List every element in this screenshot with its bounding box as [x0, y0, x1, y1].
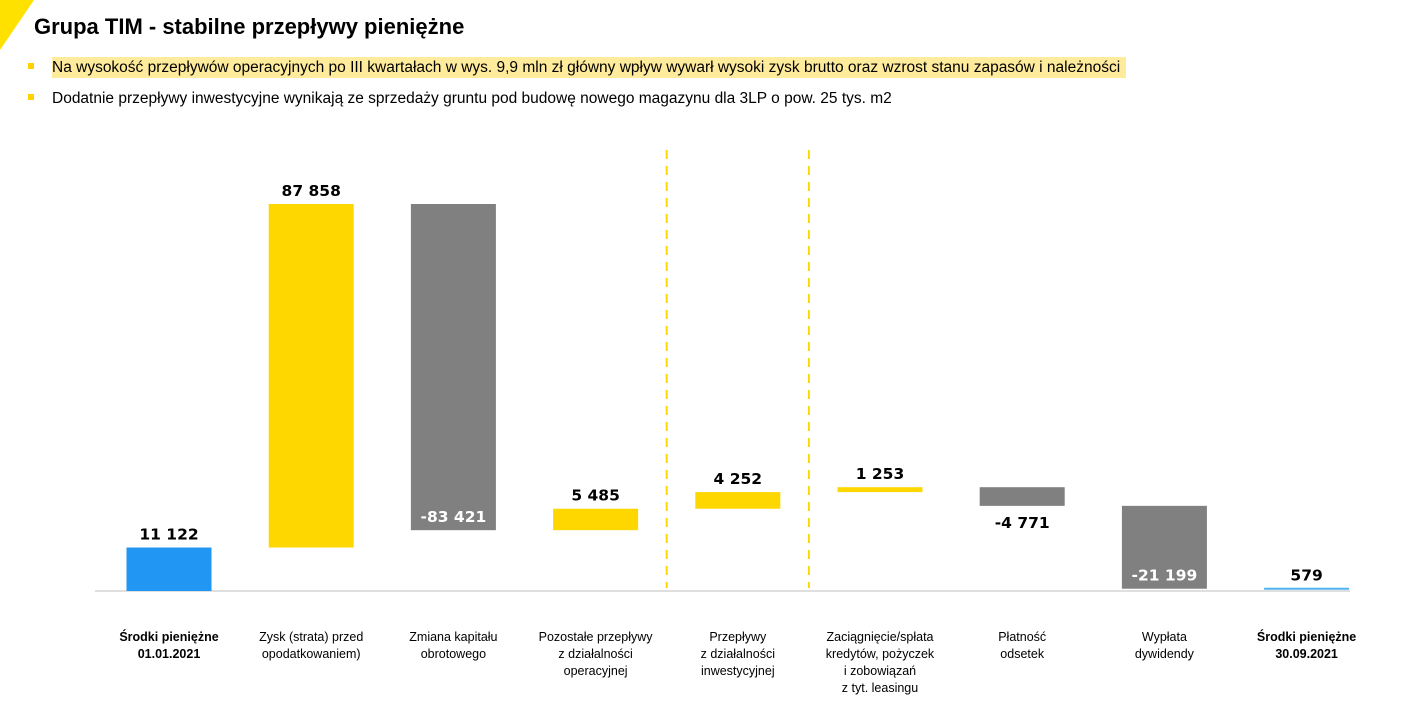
bullet-investing-cashflow: Dodatnie przepływy inwestycyjne wynikają…: [28, 87, 898, 111]
value-label-6: -4 771: [995, 514, 1050, 532]
bar-4: [695, 492, 781, 509]
bullet-square-icon: [28, 93, 34, 100]
category-label-6: Płatność odsetek: [998, 630, 1046, 661]
category-label-line: 30.09.2021: [1275, 647, 1338, 661]
category-label-line: Pozostałe przepływy: [539, 630, 654, 644]
category-label-line: z tyt. leasingu: [842, 681, 918, 695]
category-label-line: z działalności: [701, 647, 775, 661]
category-label-2: Zmiana kapitału obrotowego: [409, 630, 497, 661]
category-label-3: Pozostałe przepływy z działalności operacy…: [539, 630, 654, 678]
category-label-line: operacyjnej: [564, 664, 628, 678]
value-label-7: -21 199: [1132, 567, 1198, 585]
value-label-0: 11 122: [139, 526, 198, 544]
corner-accent: [0, 0, 34, 50]
category-label-5: Zaciągnięcie/spłata kredytów, pożyczek i z…: [826, 630, 935, 695]
value-label-3: 5 485: [571, 487, 620, 505]
bullet-text: Dodatnie przepływy inwestycyjne wynikają…: [52, 90, 892, 107]
category-label-line: z działalności: [558, 647, 632, 661]
category-label-line: Zaciągnięcie/spłata: [826, 630, 933, 644]
value-label-4: 4 252: [714, 470, 763, 488]
category-label-line: Środki pieniężne: [1257, 629, 1356, 644]
bar-3: [553, 508, 639, 531]
category-label-line: Płatność: [998, 630, 1046, 644]
category-label-line: Wypłata: [1142, 630, 1187, 644]
category-label-7: Wypłata dywidendy: [1135, 630, 1195, 661]
bar-5: [837, 487, 923, 493]
bar-1: [268, 204, 354, 548]
bar-0: [126, 547, 212, 591]
category-label-line: kredytów, pożyczek: [826, 647, 935, 661]
value-label-2: -83 421: [421, 508, 487, 526]
category-label-0: Środki pieniężne 01.01.2021: [119, 629, 218, 661]
page-title: Grupa TIM - stabilne przepływy pieniężne: [34, 14, 465, 39]
value-label-8: 579: [1290, 567, 1322, 585]
category-label-line: obrotowego: [421, 647, 486, 661]
category-label-line: odsetek: [1000, 647, 1045, 661]
bar-6: [979, 487, 1065, 506]
category-label-4: Przepływy z działalności inwestycyjnej: [701, 630, 775, 678]
category-label-line: Przepływy: [709, 630, 767, 644]
category-label-1: Zysk (strata) przed opodatkowaniem): [259, 630, 363, 661]
bullet-text: Na wysokość przepływów operacyjnych po I…: [52, 57, 1127, 78]
value-label-5: 1 253: [856, 465, 905, 483]
value-label-1: 87 858: [282, 182, 341, 200]
bar-2: [410, 204, 496, 531]
bar-8: [1264, 587, 1350, 590]
category-label-8: Środki pieniężne 30.09.2021: [1257, 629, 1356, 661]
category-label-line: dywidendy: [1135, 647, 1195, 661]
category-label-line: Środki pieniężne: [119, 629, 218, 644]
category-label-line: opodatkowaniem): [262, 647, 361, 661]
bar-7: [1121, 505, 1207, 589]
category-label-line: Zmiana kapitału: [409, 630, 497, 644]
bullet-square-icon: [28, 62, 34, 69]
category-label-line: 01.01.2021: [138, 647, 201, 661]
category-label-line: i zobowiązań: [844, 664, 916, 678]
bullet-operating-cashflow: Na wysokość przepływów operacyjnych po I…: [28, 56, 1127, 80]
category-label-line: inwestycyjnej: [701, 664, 775, 678]
category-label-line: Zysk (strata) przed: [259, 630, 363, 644]
